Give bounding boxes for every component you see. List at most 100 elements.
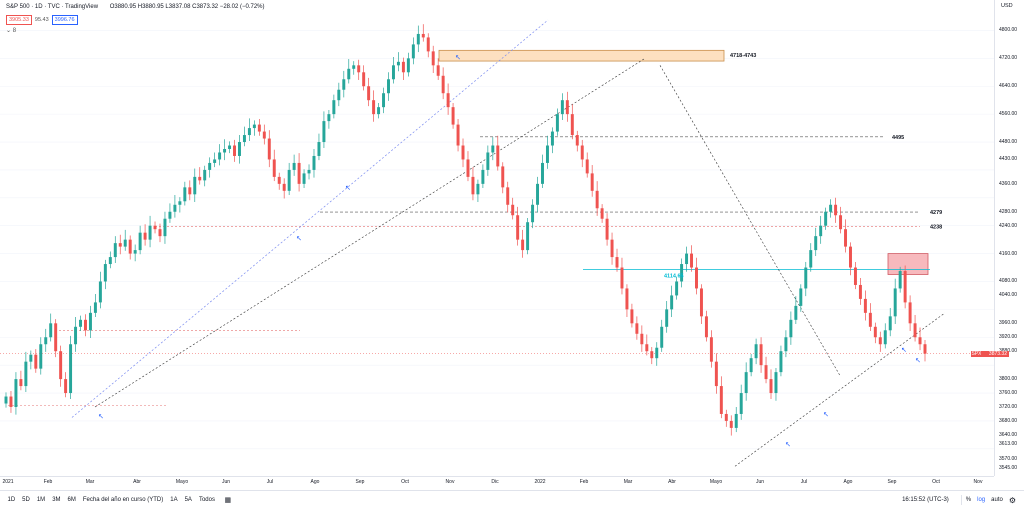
candle-body bbox=[739, 393, 743, 414]
candle-body bbox=[377, 107, 381, 115]
percent-toggle[interactable]: % bbox=[965, 497, 972, 503]
candle-body bbox=[362, 72, 366, 87]
time-tick: Mar bbox=[85, 479, 95, 485]
symbol-title[interactable]: S&P 500 · 1D · TVC · TradingView bbox=[6, 4, 99, 10]
candle-body bbox=[709, 337, 713, 362]
candle-body bbox=[163, 218, 167, 237]
time-tick: Ago bbox=[843, 479, 853, 485]
range-button[interactable]: Todos bbox=[198, 497, 215, 503]
calendar-icon[interactable]: ▦ bbox=[224, 497, 232, 504]
candle-body bbox=[198, 176, 202, 181]
range-button[interactable]: 1D bbox=[7, 497, 16, 503]
candle-body bbox=[79, 319, 82, 327]
range-button[interactable]: Fecha del año en curso (YTD) bbox=[82, 497, 164, 503]
candle-body bbox=[372, 100, 376, 115]
price-tick: 4480.00 bbox=[999, 139, 1018, 146]
chart-area[interactable]: ↖ ↖ ↖ ↖ ↖ ↖ ↖ ↖ 4718-4743 4495 4279 4238 4114.65 S&P… bbox=[0, 0, 994, 476]
candle-body bbox=[113, 243, 117, 258]
candle-body bbox=[34, 354, 38, 369]
candle-body bbox=[640, 333, 644, 345]
candle-body bbox=[699, 288, 703, 317]
candle-body bbox=[570, 114, 574, 136]
candle-body bbox=[615, 257, 619, 268]
candle-body bbox=[819, 225, 823, 237]
trade-buttons: 3905.33 95.43 3996.76 bbox=[6, 15, 78, 25]
candle-body bbox=[406, 58, 410, 73]
candle-body bbox=[312, 155, 316, 170]
candle-body bbox=[4, 396, 8, 404]
sell-button[interactable]: 3905.33 bbox=[6, 15, 32, 25]
candle-body bbox=[655, 347, 659, 359]
candle-body bbox=[277, 176, 281, 184]
candle-body bbox=[39, 344, 43, 369]
price-axis[interactable]: USD 4800.00 4720.00 4640.00 4560.00 4480.00 4… bbox=[971, 0, 1024, 476]
candle-body bbox=[590, 173, 594, 191]
candle-body bbox=[769, 379, 773, 394]
candle-body bbox=[148, 225, 152, 240]
range-button[interactable]: 5A bbox=[184, 497, 192, 503]
candle-body bbox=[332, 100, 336, 115]
chevron-down-icon[interactable]: ⌄ bbox=[6, 28, 12, 34]
candle-body bbox=[903, 271, 907, 303]
price-tick: 3720.00 bbox=[999, 403, 1018, 410]
candle-body bbox=[580, 145, 584, 160]
candle-body bbox=[536, 183, 540, 205]
candle-body bbox=[749, 358, 753, 373]
candle-body bbox=[133, 250, 137, 254]
candle-body bbox=[54, 323, 58, 352]
indicators-toggle[interactable]: ⌄ 8 bbox=[6, 27, 16, 34]
candle-body bbox=[784, 337, 788, 352]
time-tick: Jun bbox=[755, 479, 765, 485]
candle-body bbox=[391, 65, 395, 80]
candle-body bbox=[541, 162, 544, 184]
candle-body bbox=[610, 239, 614, 258]
candle-body bbox=[69, 344, 73, 394]
candle-body bbox=[893, 288, 897, 317]
price-chart[interactable]: ↖ ↖ ↖ ↖ ↖ ↖ ↖ ↖ 4718-4743 4495 4279 4238 4114.65 bbox=[0, 0, 994, 476]
price-tick: 4720.00 bbox=[999, 55, 1018, 62]
candle-body bbox=[282, 183, 286, 191]
candle-body bbox=[605, 218, 609, 240]
candle-body bbox=[714, 361, 718, 387]
candle-body bbox=[128, 239, 132, 254]
price-tick: 3960.00 bbox=[999, 320, 1018, 327]
buy-button[interactable]: 3996.76 bbox=[51, 15, 78, 25]
time-tick: Dic bbox=[491, 479, 499, 485]
arrow-marker-icon: ↖ bbox=[915, 357, 921, 365]
arrow-marker-icon: ↖ bbox=[296, 235, 302, 243]
range-button[interactable]: 3M bbox=[52, 497, 61, 503]
support-trend-line bbox=[734, 312, 946, 467]
time-tick: 2021 bbox=[2, 479, 14, 485]
candle-body bbox=[645, 344, 649, 352]
price-tick: 3800.00 bbox=[999, 376, 1018, 383]
range-button[interactable]: 5D bbox=[22, 497, 30, 503]
time-tick: Jun bbox=[221, 479, 231, 485]
time-tick: Ago bbox=[310, 479, 320, 485]
candle-body bbox=[704, 316, 708, 338]
level-4495-label: 4495 bbox=[892, 135, 904, 141]
currency-label[interactable]: USD bbox=[1001, 3, 1013, 9]
auto-toggle[interactable]: auto bbox=[991, 497, 1003, 503]
price-tick: 4160.00 bbox=[999, 250, 1018, 257]
candle-body bbox=[600, 208, 604, 219]
candle-body bbox=[247, 128, 251, 136]
candle-body bbox=[257, 124, 261, 132]
clock[interactable]: 16:15:52 (UTC-3) bbox=[902, 497, 949, 503]
range-button[interactable]: 6M bbox=[67, 497, 76, 503]
candle-body bbox=[898, 271, 902, 289]
candle-body bbox=[650, 351, 654, 359]
range-button[interactable]: 1A bbox=[170, 497, 178, 503]
candle-body bbox=[844, 229, 848, 247]
log-toggle[interactable]: log bbox=[977, 497, 986, 503]
candle-body bbox=[426, 37, 430, 52]
candle-body bbox=[565, 100, 569, 115]
symbol-badge: SPX bbox=[971, 350, 982, 357]
time-axis[interactable]: 2021 Feb Mar Abr Mayo Jun Jul Ago Sep Oct Nov Dic 20… bbox=[0, 476, 994, 491]
candle-body bbox=[481, 169, 485, 184]
candle-body bbox=[302, 173, 306, 184]
settings-gear-icon[interactable]: ⚙ bbox=[1008, 495, 1016, 505]
down-trend-line bbox=[659, 65, 841, 376]
candle-body bbox=[242, 135, 246, 143]
range-button[interactable]: 1M bbox=[36, 497, 46, 503]
candle-body bbox=[203, 169, 207, 181]
